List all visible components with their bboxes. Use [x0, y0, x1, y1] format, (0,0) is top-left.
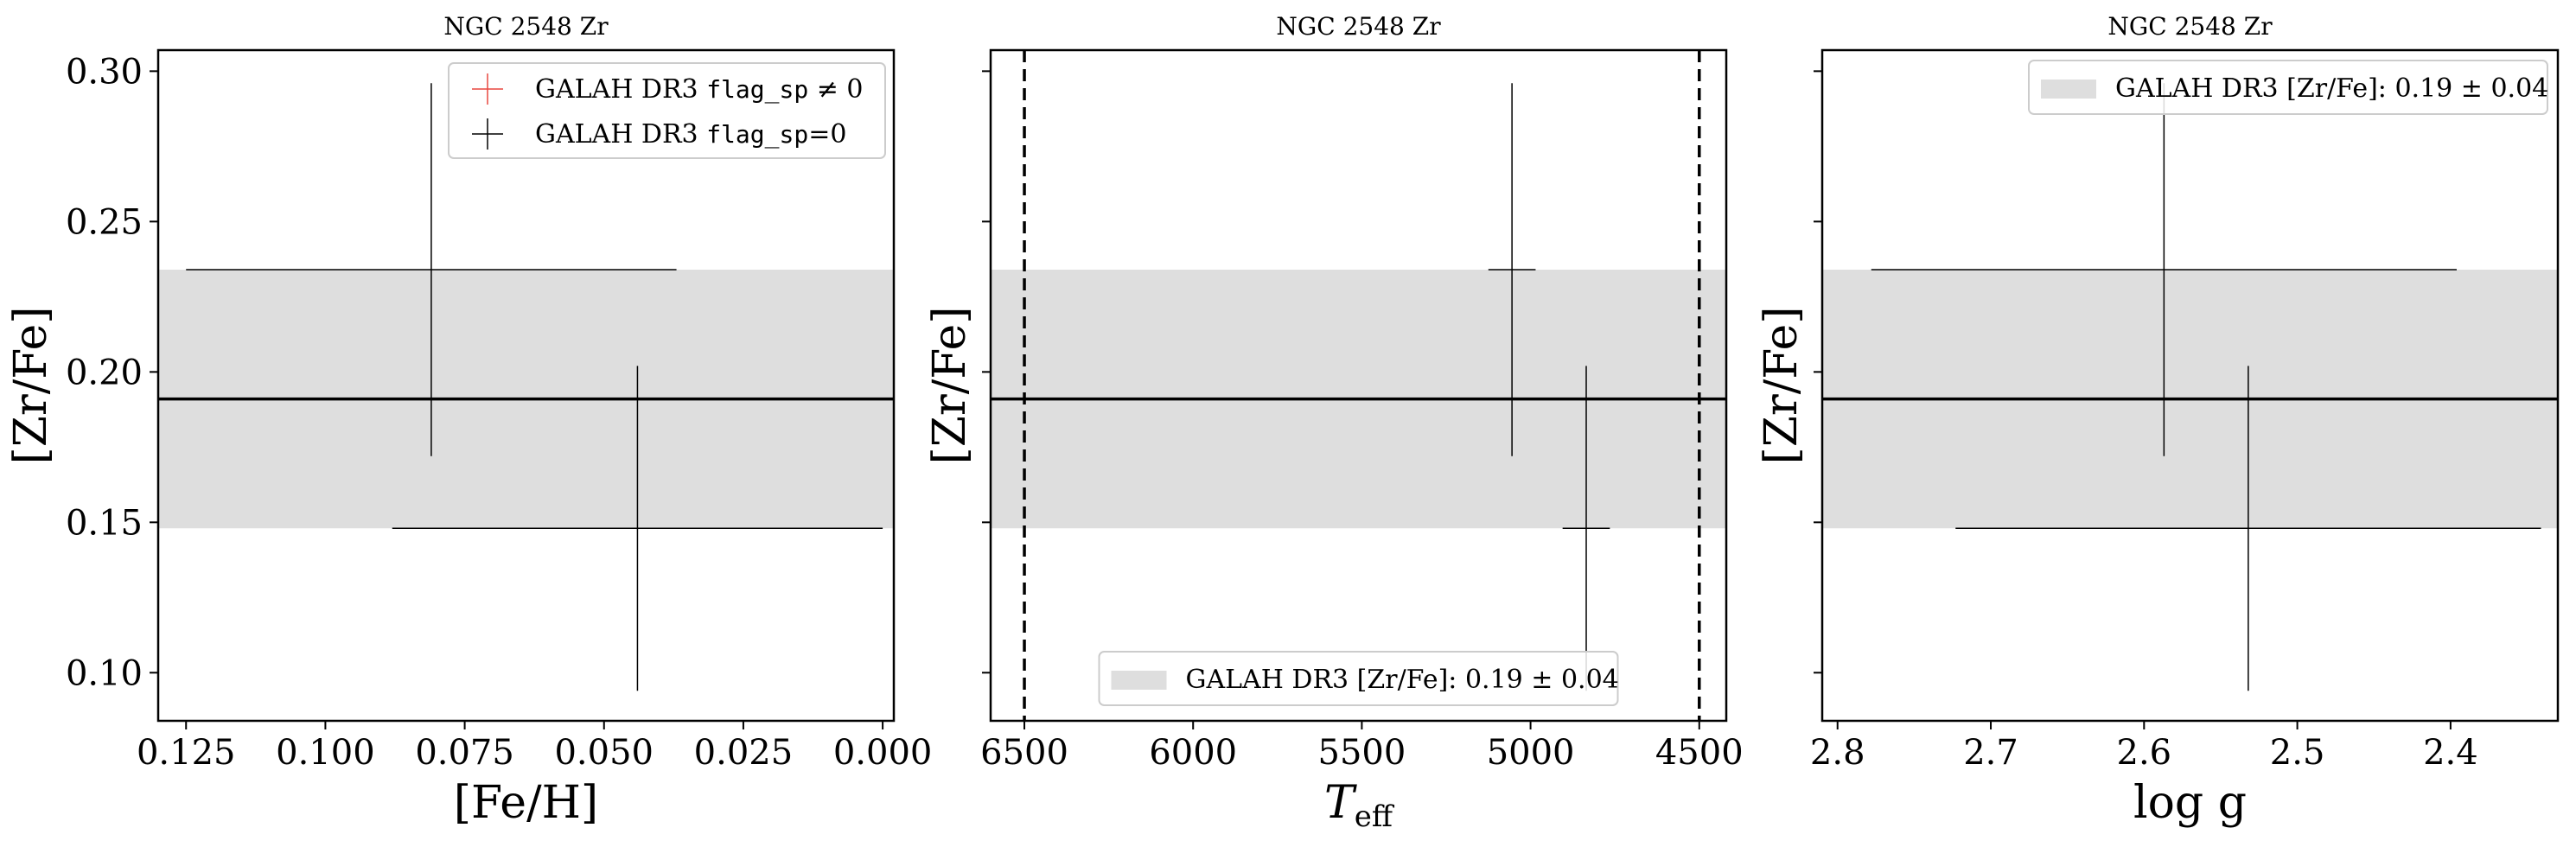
plot-frame: [989, 48, 1728, 723]
x-tick-label: 6500: [980, 733, 1068, 773]
panel-title: NGC 2548 Zr: [443, 12, 609, 41]
x-axis-label: Teff: [1324, 777, 1395, 834]
x-axis-label: log g: [2133, 777, 2247, 829]
y-tick-label: 0.25: [66, 202, 143, 242]
panel-3: 2.8 2.7 2.6 2.5 2.4 NGC 2548 Zr log g [Zr/Fe] GA…: [1756, 12, 2560, 829]
panel-title: NGC 2548 Zr: [1276, 12, 1441, 41]
y-tick-label: 0.15: [66, 503, 143, 543]
plot-frame: [1820, 48, 2560, 723]
x-tick-label: 0.075: [415, 733, 514, 773]
y-tick-label: 0.20: [66, 353, 143, 392]
x-tick-label: 2.6: [2117, 733, 2172, 773]
x-axis-label-subscript: eff: [1355, 799, 1395, 834]
x-axis-label: [Fe/H]: [454, 777, 598, 829]
x-tick-label: 2.5: [2270, 733, 2325, 773]
legend-box: [448, 62, 886, 159]
plot-frame: [156, 48, 896, 723]
x-tick-label: 4500: [1655, 733, 1744, 773]
x-tick-label: 0.100: [276, 733, 375, 773]
legend-box: [2028, 60, 2548, 115]
y-axis-label: [Zr/Fe]: [924, 306, 976, 464]
x-tick-label: 5500: [1318, 733, 1406, 773]
legend-entry-suffix: ≠ 0: [808, 74, 863, 105]
x-tick-label: 2.7: [1963, 733, 2018, 773]
x-tick-label: 6000: [1149, 733, 1237, 773]
legend-box: [1098, 651, 1619, 706]
panel-title: NGC 2548 Zr: [2107, 12, 2273, 41]
legend-entry-flag: flag_sp: [706, 120, 808, 150]
x-axis-label-main: T: [1324, 777, 1357, 829]
y-axis-label: [Zr/Fe]: [5, 306, 57, 464]
y-axis-label: [Zr/Fe]: [1756, 306, 1808, 464]
y-tick-label: 0.30: [66, 52, 143, 92]
x-tick-label: 0.050: [554, 733, 654, 773]
legend-entry: GALAH DR3 [Zr/Fe]: 0.19 ± 0.04: [2115, 73, 2548, 104]
x-tick-label: 0.125: [137, 733, 236, 773]
x-tick-label: 0.025: [694, 733, 794, 773]
legend-entry: GALAH DR3 flag_sp ≠ 0: [535, 74, 864, 105]
legend-entry: GALAH DR3 flag_sp=0: [535, 119, 846, 150]
panel-2: 6500 6000 5500 5000 4500 NGC 2548 Zr Teff [Zr/F…: [924, 12, 1744, 834]
x-tick-label: 2.8: [1810, 733, 1865, 773]
legend-entry-suffix: =0: [808, 119, 846, 150]
y-tick-label: 0.10: [66, 653, 143, 693]
panel-1: 0.125 0.100 0.075 0.050 0.025 0.000 0.10 0.15 0.…: [5, 12, 932, 829]
legend-patch: [1111, 671, 1167, 690]
legend-entry: GALAH DR3 [Zr/Fe]: 0.19 ± 0.04: [1186, 665, 1619, 695]
legend-entry-text: GALAH DR3: [535, 119, 706, 150]
legend-entry-text: GALAH DR3: [535, 74, 706, 105]
x-tick-label: 0.000: [833, 733, 933, 773]
x-tick-label: 2.4: [2423, 733, 2478, 773]
legend-patch: [2041, 80, 2096, 99]
x-tick-label: 5000: [1487, 733, 1575, 773]
legend-entry-flag: flag_sp: [706, 75, 808, 105]
